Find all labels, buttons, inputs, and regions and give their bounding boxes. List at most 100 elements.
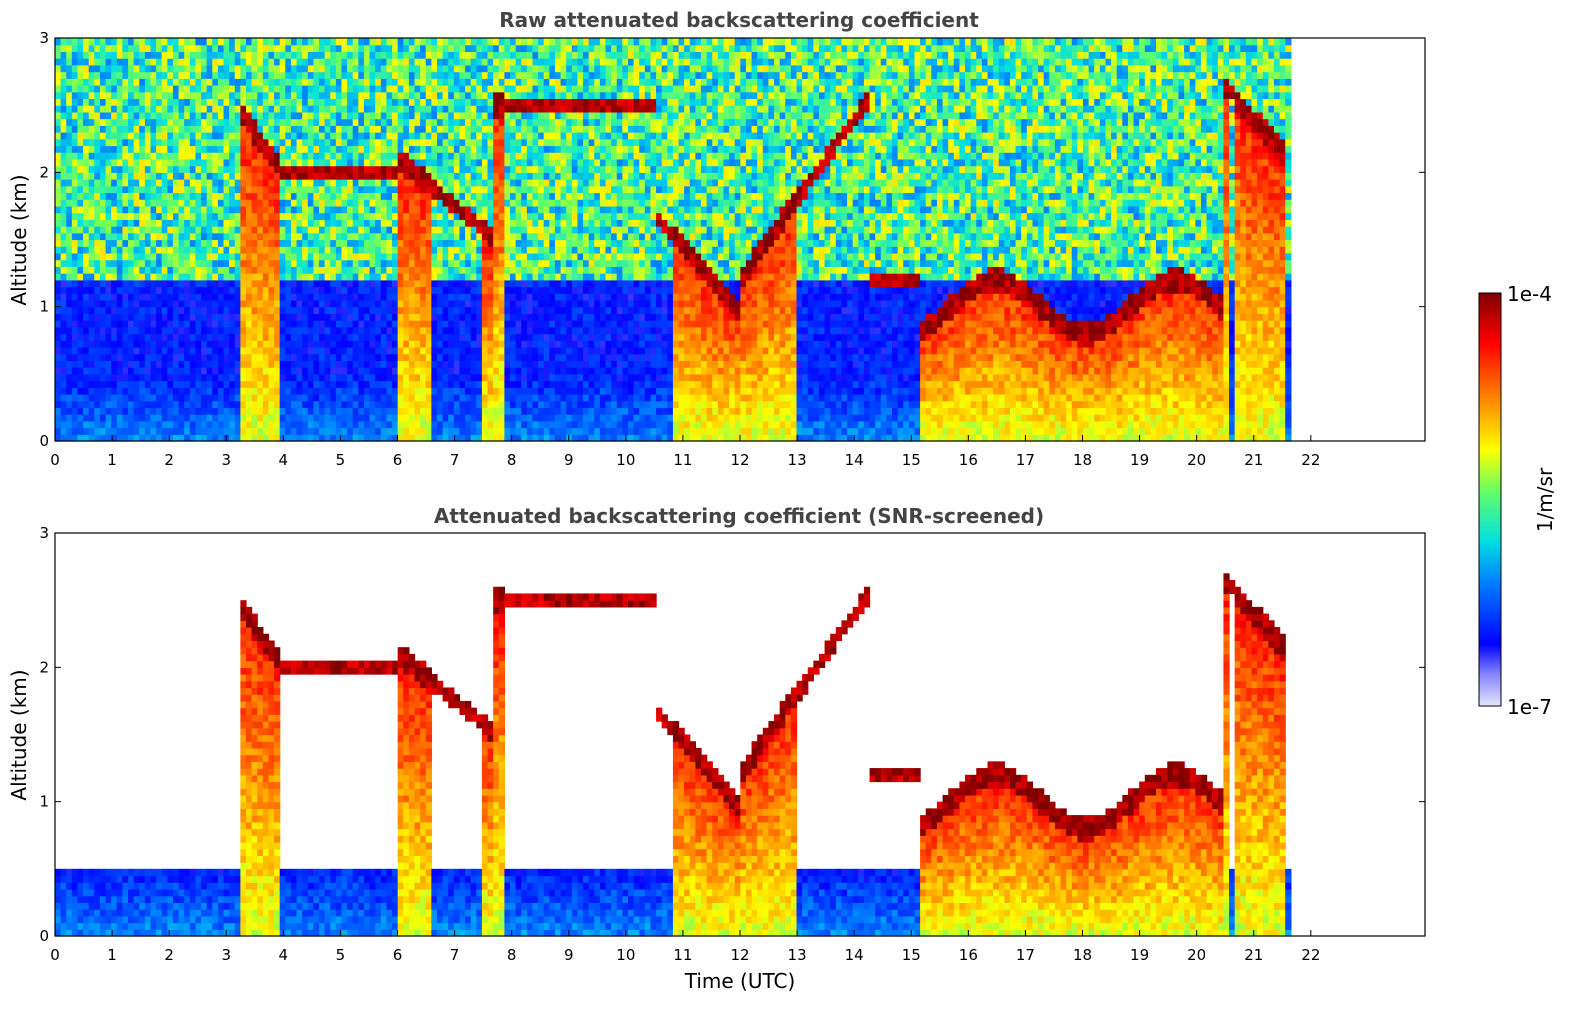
heatmap-cell (448, 353, 455, 361)
heatmap-cell (206, 165, 213, 173)
heatmap-cell (66, 393, 73, 402)
heatmap-cell (465, 427, 472, 435)
heatmap-cell (476, 91, 483, 100)
heatmap-cell (184, 246, 191, 254)
heatmap-cell (262, 293, 270, 301)
heatmap-cell (380, 44, 388, 53)
heatmap-cell (111, 400, 118, 409)
heatmap-cell (296, 185, 303, 194)
heatmap-cell (425, 199, 432, 207)
heatmap-cell (274, 360, 281, 368)
heatmap-cell (251, 232, 258, 241)
heatmap-cell (459, 199, 466, 207)
heatmap-cell (352, 320, 359, 328)
heatmap-cell (375, 98, 382, 106)
heatmap-cell (392, 434, 399, 442)
heatmap-cell (420, 185, 427, 194)
heatmap-cell (229, 219, 236, 227)
heatmap-cell (358, 427, 365, 435)
heatmap-cell (403, 373, 410, 382)
heatmap-cell (459, 353, 466, 361)
heatmap-cell (195, 118, 202, 126)
heatmap-cell (246, 259, 253, 267)
heatmap-cell (436, 306, 444, 314)
heatmap-cell (212, 299, 219, 308)
heatmap-cell (369, 132, 376, 140)
heatmap-cell (178, 199, 185, 207)
heatmap-cell (397, 286, 404, 294)
heatmap-cell (94, 111, 101, 120)
heatmap-cell (111, 407, 118, 415)
heatmap-cell (257, 259, 264, 267)
heatmap-cell (257, 367, 264, 375)
heatmap-cell (420, 246, 427, 254)
heatmap-cell (408, 71, 416, 79)
heatmap-cell (335, 44, 343, 53)
heatmap-cell (408, 239, 416, 247)
heatmap-cell (240, 165, 247, 173)
heatmap-cell (313, 118, 320, 126)
heatmap-cell (493, 78, 500, 86)
heatmap-cell (268, 333, 275, 341)
heatmap-cell (341, 360, 348, 368)
heatmap-cell (240, 266, 247, 274)
heatmap-cell (246, 125, 253, 133)
heatmap-cell (128, 118, 135, 126)
heatmap-cell (128, 38, 135, 46)
heatmap-cell (319, 333, 326, 341)
heatmap-cell (240, 158, 247, 167)
heatmap-cell (436, 44, 444, 53)
heatmap-cell (274, 387, 281, 395)
heatmap-cell (302, 111, 309, 120)
heatmap-cell (217, 138, 225, 147)
heatmap-cell (442, 420, 449, 429)
heatmap-cell (234, 78, 241, 86)
heatmap-cell (99, 407, 107, 415)
heatmap-cell (234, 259, 241, 267)
heatmap-cell (341, 205, 348, 214)
heatmap-cell (341, 152, 348, 160)
heatmap-cell (408, 145, 416, 153)
heatmap-cell (105, 58, 112, 66)
heatmap-cell (172, 333, 180, 341)
heatmap-cell (403, 51, 410, 59)
heatmap-cell (352, 373, 359, 382)
heatmap-cell (161, 85, 168, 93)
heatmap-cell (88, 313, 95, 321)
heatmap-cell (184, 427, 191, 435)
heatmap-cell (352, 367, 359, 375)
heatmap-cell (167, 273, 174, 281)
heatmap-cell (99, 152, 107, 160)
heatmap-cell (420, 400, 427, 409)
heatmap-cell (459, 118, 466, 126)
heatmap-cell (335, 266, 343, 274)
heatmap-cell (408, 387, 416, 395)
heatmap-cell (408, 58, 416, 66)
heatmap-cell (392, 340, 399, 348)
heatmap-cell (476, 98, 483, 106)
heatmap-cell (77, 172, 84, 180)
heatmap-cell (206, 105, 213, 113)
heatmap-cell (66, 346, 73, 355)
heatmap-cell (313, 111, 320, 120)
heatmap-cell (352, 353, 359, 361)
heatmap-cell (414, 266, 421, 274)
heatmap-cell (94, 333, 101, 341)
heatmap-cell (240, 387, 247, 395)
heatmap-cell (352, 172, 359, 180)
heatmap-cell (234, 414, 241, 422)
heatmap-cell (246, 64, 253, 73)
heatmap-cell (335, 387, 343, 395)
heatmap-cell (251, 414, 258, 422)
heatmap-cell (296, 192, 303, 200)
heatmap-cell (397, 51, 404, 59)
heatmap-cell (459, 313, 466, 321)
heatmap-cell (313, 226, 320, 234)
heatmap-cell (234, 58, 241, 66)
heatmap-cell (251, 132, 258, 140)
heatmap-cell (156, 299, 163, 308)
heatmap-cell (324, 51, 331, 59)
heatmap-cell (240, 400, 247, 409)
heatmap-cell (341, 434, 348, 442)
